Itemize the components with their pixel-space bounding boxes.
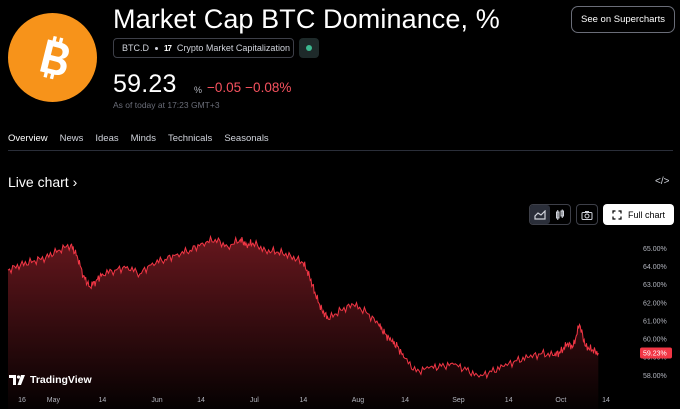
y-tick-label: 65.00%: [643, 246, 667, 253]
x-tick-label: Oct: [555, 397, 566, 404]
as-of-timestamp: As of today at 17:23 GMT+3: [113, 100, 220, 110]
separator-dot: [155, 46, 158, 50]
x-tick-label: 16: [18, 397, 26, 404]
tab-technicals[interactable]: Technicals: [167, 133, 213, 144]
change-percent: −0.08%: [245, 80, 292, 95]
x-tick-label: 14: [602, 397, 610, 404]
x-tick-label: Jul: [250, 397, 259, 404]
camera-icon[interactable]: [576, 204, 598, 225]
symbol-pill[interactable]: BTC.D 17 Crypto Market Capitalization: [113, 38, 294, 58]
x-tick-label: May: [47, 397, 61, 404]
x-tick-label: 14: [299, 397, 307, 404]
bitcoin-icon: [39, 35, 69, 79]
x-tick-label: Aug: [352, 397, 365, 404]
see-on-supercharts-button[interactable]: See on Supercharts: [571, 6, 675, 33]
area-chart-icon[interactable]: [530, 205, 550, 224]
full-chart-label: Full chart: [627, 209, 665, 220]
x-tick-label: 14: [98, 397, 106, 404]
tab-news[interactable]: News: [59, 133, 84, 144]
x-tick-label: Jun: [151, 397, 162, 404]
chart-canvas[interactable]: 65.00%64.00%63.00%62.00%61.00%60.00%59.0…: [0, 230, 680, 409]
y-tick-label: 60.00%: [643, 337, 667, 344]
market-status-indicator[interactable]: [299, 38, 319, 58]
y-tick-label: 62.00%: [643, 300, 667, 307]
tradingview-watermark[interactable]: TradingView: [9, 374, 92, 386]
page-title: Market Cap BTC Dominance, %: [113, 4, 500, 34]
chart-style-toggle: [529, 204, 571, 225]
x-tick-label: 14: [197, 397, 205, 404]
candles-icon[interactable]: [550, 205, 570, 224]
status-dot-icon: [306, 45, 312, 51]
tradingview-label: TradingView: [30, 374, 92, 386]
last-value-tag: 59.23%: [640, 347, 672, 359]
embed-code-icon[interactable]: </>: [655, 176, 670, 187]
tab-overview[interactable]: Overview: [8, 133, 48, 151]
full-chart-button[interactable]: Full chart: [603, 204, 674, 225]
tab-seasonals[interactable]: Seasonals: [224, 133, 269, 144]
current-price: 59.23: [113, 70, 177, 98]
live-chart-link[interactable]: Live chart ›: [8, 174, 77, 190]
tradingview-logo-icon: [9, 375, 25, 385]
live-chart-title: Live chart: [8, 174, 69, 190]
tab-minds[interactable]: Minds: [130, 133, 156, 144]
y-tick-label: 64.00%: [643, 264, 667, 271]
last-value-label: 59.23%: [643, 351, 667, 358]
tradingview-mini-icon: 17: [164, 43, 172, 53]
change-absolute: −0.05: [207, 80, 242, 95]
price-change: −0.05 −0.08%: [207, 80, 291, 95]
series-line: [7, 234, 599, 380]
bitcoin-logo: [8, 13, 97, 102]
x-tick-label: Sep: [452, 397, 465, 404]
fullscreen-icon: [612, 209, 622, 220]
chevron-right-icon: ›: [72, 174, 78, 190]
y-tick-label: 58.00%: [643, 373, 667, 380]
tabs-divider: [8, 150, 673, 151]
tab-bar: Overview News Ideas Minds Technicals Sea…: [8, 133, 281, 151]
y-tick-label: 61.00%: [643, 318, 667, 325]
y-tick-label: 63.00%: [643, 282, 667, 289]
tab-ideas[interactable]: Ideas: [95, 133, 119, 144]
price-unit: %: [194, 85, 203, 95]
x-tick-label: 14: [401, 397, 409, 404]
x-tick-label: 14: [505, 397, 513, 404]
series-area-fill: [8, 236, 599, 409]
price-chart[interactable]: 65.00%64.00%63.00%62.00%61.00%60.00%59.0…: [0, 230, 680, 409]
symbol-ticker: BTC.D: [122, 43, 149, 53]
symbol-category: Crypto Market Capitalization: [176, 43, 290, 53]
